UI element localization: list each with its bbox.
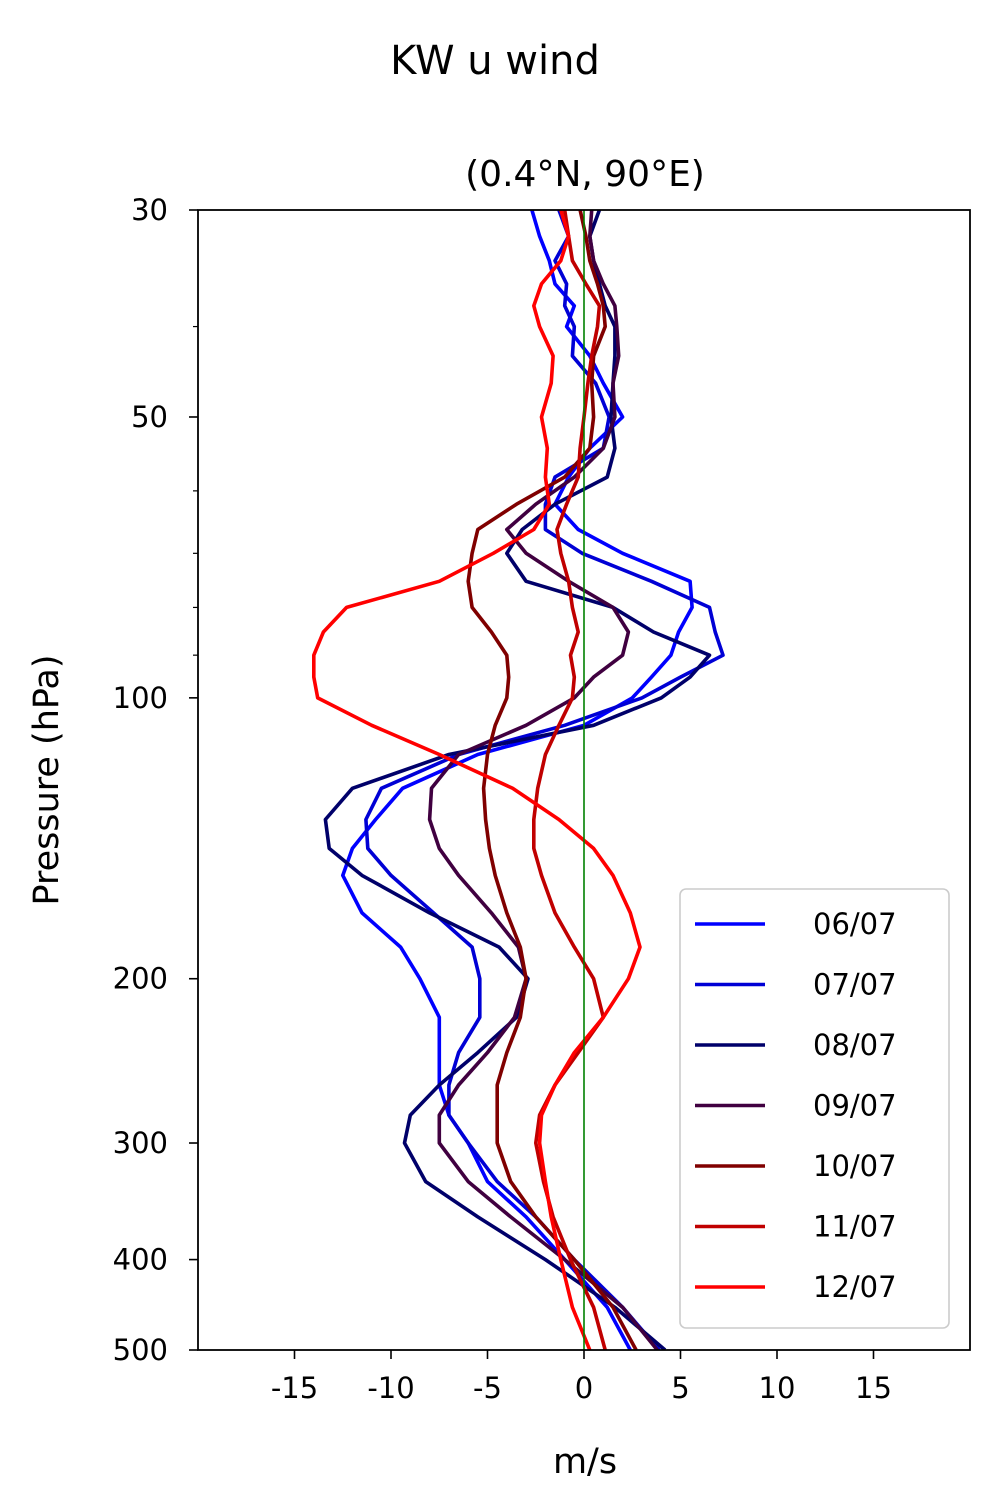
legend-label: 09/07: [813, 1089, 897, 1123]
legend: 06/07 07/07 08/07 09/07 10/07 11/07 12/07: [679, 888, 950, 1329]
x-tick-label: -5: [473, 1371, 502, 1405]
series-line-3: [427, 210, 659, 1350]
y-tick-label: 30: [131, 193, 168, 227]
x-tick-label: -15: [271, 1371, 318, 1405]
legend-label: 12/07: [813, 1270, 897, 1304]
legend-label: 06/07: [813, 907, 897, 941]
y-tick-label: 500: [113, 1333, 168, 1367]
chart-subtitle: (0.4°N, 90°E): [465, 154, 705, 195]
x-tick-label: 15: [855, 1371, 892, 1405]
y-tick-label: 300: [113, 1126, 168, 1160]
legend-label: 08/07: [813, 1028, 897, 1062]
y-tick-label: 400: [113, 1243, 168, 1277]
legend-box: [679, 888, 950, 1329]
chart-title: KW u wind: [390, 38, 600, 84]
x-tick-label: 10: [759, 1371, 796, 1405]
y-tick-label: 100: [113, 681, 168, 715]
legend-label: 07/07: [813, 968, 897, 1002]
x-tick-label: 0: [575, 1371, 593, 1405]
x-tick-label: 5: [671, 1371, 689, 1405]
x-axis-label: m/s: [553, 1442, 617, 1482]
plot-area: -15 -10 -5 0 5 10 15 30 50 100 200 300 400 500 06/07 07…: [113, 193, 971, 1405]
y-tick-label: 50: [131, 400, 168, 434]
x-tick-label: -10: [367, 1371, 414, 1405]
series-line-4: [466, 210, 638, 1350]
series-line-0: [340, 210, 694, 1350]
y-tick-label: 200: [113, 962, 168, 996]
series-line-6: [311, 210, 642, 1350]
y-axis-label: Pressure (hPa): [27, 654, 67, 905]
legend-label: 11/07: [813, 1210, 897, 1244]
legend-label: 10/07: [813, 1149, 897, 1183]
series-lines: [311, 210, 725, 1350]
series-line-2: [323, 210, 712, 1350]
series-line-1: [364, 210, 725, 1350]
